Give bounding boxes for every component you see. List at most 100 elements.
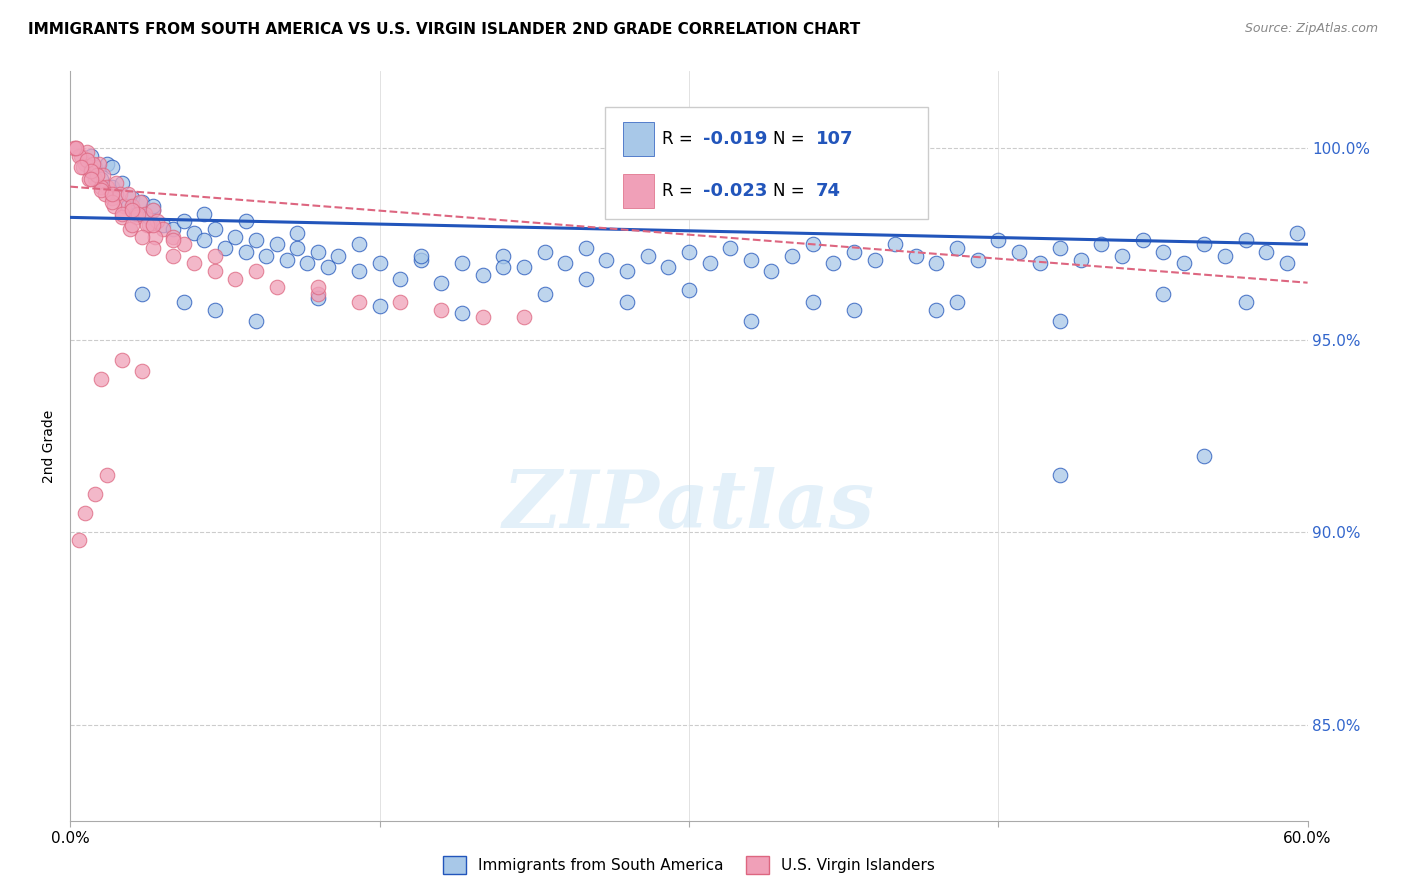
Point [513, 310, 536, 325]
Point [90, 179, 112, 194]
Point [96, 156, 118, 170]
Point [409, 252, 432, 267]
Point [131, 287, 153, 301]
Text: -0.019: -0.019 [703, 130, 768, 148]
Point [575, 241, 598, 255]
Point [740, 314, 762, 328]
Point [1256, 244, 1278, 259]
Point [1070, 252, 1092, 267]
Point [368, 299, 391, 313]
Point [121, 202, 143, 217]
Point [224, 272, 246, 286]
Point [1049, 314, 1071, 328]
Point [146, 214, 169, 228]
Point [368, 256, 391, 270]
Text: ZIPatlas: ZIPatlas [503, 467, 875, 545]
Point [131, 194, 153, 209]
Point [718, 241, 741, 255]
Point [204, 249, 226, 263]
Point [946, 241, 969, 255]
Text: IMMIGRANTS FROM SOUTH AMERICA VS U.S. VIRGIN ISLANDER 2ND GRADE CORRELATION CHAR: IMMIGRANTS FROM SOUTH AMERICA VS U.S. VI… [28, 22, 860, 37]
Point [69, 161, 91, 175]
Point [100, 187, 122, 202]
Point [193, 206, 215, 220]
Point [616, 294, 638, 309]
Point [86, 168, 108, 182]
Point [285, 226, 308, 240]
Point [100, 191, 122, 205]
Point [142, 218, 165, 232]
Point [84, 161, 107, 175]
Point [138, 218, 160, 232]
Point [65, 141, 87, 155]
Point [111, 176, 134, 190]
Point [801, 294, 824, 309]
Point [65, 141, 87, 155]
Point [575, 272, 598, 286]
Text: -0.023: -0.023 [703, 182, 768, 200]
Point [245, 234, 267, 248]
Point [245, 264, 267, 278]
Point [111, 211, 134, 225]
Point [111, 206, 134, 220]
Point [142, 202, 165, 217]
Point [1234, 294, 1257, 309]
Point [100, 179, 122, 194]
Point [84, 172, 107, 186]
Point [347, 237, 370, 252]
Point [884, 237, 907, 252]
Point [134, 206, 156, 220]
Point [152, 218, 174, 232]
Point [513, 260, 536, 275]
Point [162, 234, 184, 248]
Point [1286, 226, 1309, 240]
Point [492, 260, 515, 275]
Point [451, 306, 474, 320]
Point [125, 211, 148, 225]
Point [657, 260, 679, 275]
Text: N =: N = [773, 182, 810, 200]
Point [235, 244, 257, 259]
Point [142, 241, 165, 255]
Point [307, 287, 329, 301]
Point [637, 249, 659, 263]
Legend: Immigrants from South America, U.S. Virgin Islanders: Immigrants from South America, U.S. Virg… [436, 849, 942, 880]
Point [152, 222, 174, 236]
Point [67, 149, 90, 163]
Point [142, 202, 165, 217]
Point [129, 194, 152, 209]
Point [801, 237, 824, 252]
Point [554, 256, 576, 270]
Point [77, 172, 100, 186]
Point [80, 161, 103, 175]
Point [1028, 256, 1050, 270]
Point [740, 252, 762, 267]
Point [1234, 234, 1257, 248]
Point [254, 249, 277, 263]
Point [121, 191, 143, 205]
Point [297, 256, 319, 270]
Point [76, 153, 98, 167]
Point [173, 237, 195, 252]
Point [103, 199, 125, 213]
Point [245, 314, 267, 328]
Point [409, 249, 432, 263]
Point [925, 256, 948, 270]
Point [842, 302, 865, 317]
Point [84, 487, 107, 501]
Text: Source: ZipAtlas.com: Source: ZipAtlas.com [1244, 22, 1378, 36]
Point [90, 372, 112, 386]
Point [925, 302, 948, 317]
Point [1152, 287, 1174, 301]
Point [1152, 244, 1174, 259]
Point [90, 184, 112, 198]
Point [73, 156, 96, 170]
Point [266, 237, 288, 252]
Text: R =: R = [662, 130, 699, 148]
Point [204, 222, 226, 236]
Point [112, 199, 135, 213]
Point [183, 256, 205, 270]
Point [96, 467, 118, 482]
Point [80, 149, 103, 163]
Point [1008, 244, 1031, 259]
